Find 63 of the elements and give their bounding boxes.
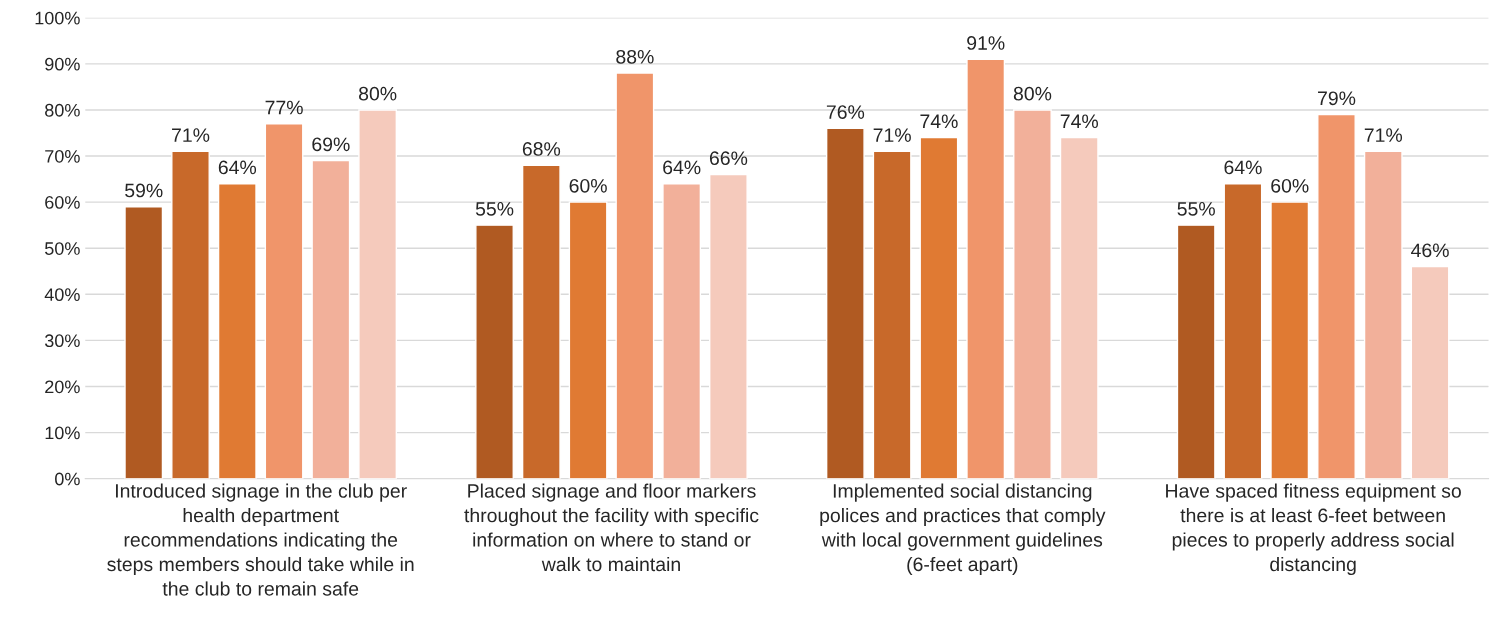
bar — [475, 224, 514, 479]
x-tick-label: Introduced signage in the club per health department recommendations indicating the steps members should take while in the club to remain safe — [107, 483, 414, 596]
data-label: 91% — [967, 36, 1005, 50]
data-label: 71% — [873, 128, 911, 142]
bar — [1059, 136, 1099, 479]
y-tick-label: 30% — [44, 334, 80, 348]
y-tick-label: 50% — [45, 242, 80, 255]
data-label: 60% — [1271, 178, 1309, 193]
data-label: 64% — [1224, 160, 1262, 175]
bar — [825, 127, 865, 479]
bar — [919, 136, 959, 479]
data-label: 55% — [1177, 202, 1215, 216]
data-label: 71% — [172, 128, 210, 142]
data-label: 76% — [826, 105, 865, 119]
data-label: 55% — [475, 202, 514, 216]
y-tick-label: 0% — [55, 472, 80, 486]
y-tick-label: 20% — [45, 380, 80, 394]
data-label: 77% — [265, 100, 303, 115]
bar — [1176, 224, 1216, 479]
bar — [1270, 201, 1310, 479]
bar — [1013, 109, 1052, 479]
data-label: 74% — [920, 114, 958, 129]
bar — [709, 173, 748, 479]
data-label: 66% — [709, 151, 748, 166]
data-label: 74% — [1060, 114, 1099, 129]
data-label: 68% — [522, 142, 561, 156]
bar — [217, 182, 257, 479]
y-tick-label: 70% — [45, 149, 80, 163]
data-label: 79% — [1318, 91, 1356, 106]
y-tick-label: 80% — [45, 103, 80, 117]
bar — [521, 164, 561, 479]
bar — [264, 123, 304, 479]
bar — [662, 182, 702, 479]
data-label: 71% — [1364, 128, 1403, 142]
bar — [1223, 182, 1263, 479]
data-label: 59% — [125, 183, 163, 198]
bar — [1410, 265, 1450, 479]
y-tick-label: 90% — [45, 57, 80, 71]
bar — [171, 150, 210, 479]
y-tick-label: 40% — [44, 288, 80, 302]
x-tick-label: Implemented social distancing polices and practices that comply with local government guidelines (6-feet apart) — [820, 483, 1106, 576]
data-label: 60% — [569, 178, 607, 193]
x-tick-label: Placed signage and floor markers throughout the facility with specific information on where to stand or walk to maintain — [464, 483, 759, 572]
y-tick-label: 100% — [35, 11, 80, 25]
bar — [966, 58, 1006, 479]
data-label: 64% — [663, 160, 701, 175]
data-label: 46% — [1411, 243, 1449, 258]
bar — [358, 109, 398, 479]
y-tick-label: 10% — [45, 426, 80, 440]
x-tick-label: Have spaced fitness equipment so there is at least 6-feet between pieces to properly address social distancing — [1166, 483, 1461, 576]
data-label: 80% — [359, 86, 397, 101]
bar — [615, 72, 655, 479]
bar — [1317, 113, 1356, 479]
data-label: 80% — [1013, 86, 1052, 101]
bar — [1363, 150, 1403, 479]
bar — [872, 150, 912, 479]
data-label: 69% — [312, 137, 350, 152]
bar — [124, 206, 164, 479]
bar — [568, 201, 608, 479]
data-label: 88% — [616, 49, 654, 64]
data-label: 64% — [218, 160, 257, 175]
bar — [311, 159, 351, 479]
y-tick-label: 60% — [45, 196, 80, 209]
